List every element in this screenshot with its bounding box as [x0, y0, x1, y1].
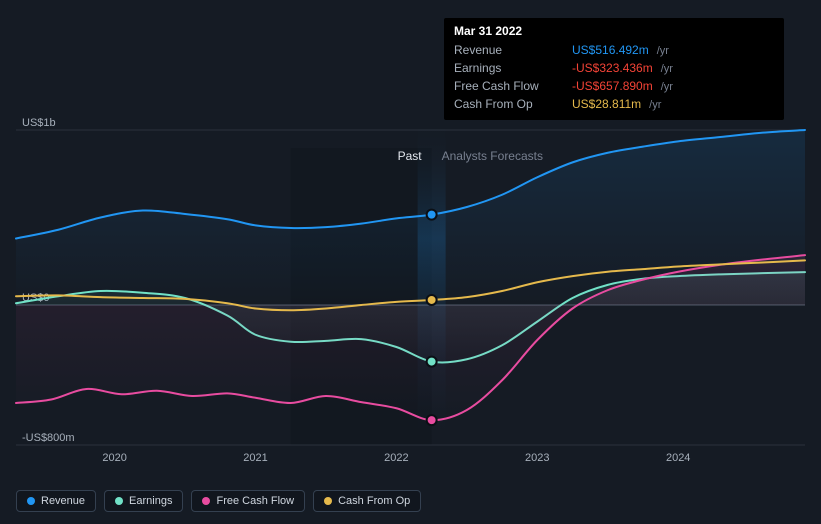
series-marker-fcf [427, 415, 437, 425]
series-marker-earnings [427, 357, 437, 367]
tooltip-unit: /yr [661, 80, 673, 96]
legend-label: Revenue [41, 495, 85, 507]
tooltip-row: Free Cash Flow -US$657.890m/yr [454, 78, 774, 96]
y-axis-label: -US$800m [22, 432, 75, 444]
legend-dot [27, 497, 35, 505]
tooltip-unit: /yr [661, 62, 673, 78]
legend-item-revenue[interactable]: Revenue [16, 490, 96, 512]
legend-item-cfo[interactable]: Cash From Op [313, 490, 421, 512]
tooltip-unit: /yr [649, 98, 661, 114]
divider-label-forecast: Analysts Forecasts [442, 149, 543, 163]
tooltip-row: Revenue US$516.492m/yr [454, 42, 774, 60]
tooltip-label: Revenue [454, 42, 564, 59]
legend-label: Free Cash Flow [216, 495, 294, 507]
tooltip-date: Mar 31 2022 [454, 24, 774, 38]
divider-label-past: Past [398, 149, 423, 163]
tooltip-row: Cash From Op US$28.811m/yr [454, 96, 774, 114]
legend-dot [115, 497, 123, 505]
x-axis-label: 2022 [384, 452, 408, 464]
tooltip-value: US$28.811m [572, 96, 641, 113]
legend-dot [202, 497, 210, 505]
x-axis-label: 2023 [525, 452, 549, 464]
legend-label: Earnings [129, 495, 172, 507]
x-axis-label: 2021 [243, 452, 267, 464]
tooltip-label: Free Cash Flow [454, 78, 564, 95]
tooltip-value: -US$323.436m [572, 60, 653, 77]
legend-item-earnings[interactable]: Earnings [104, 490, 183, 512]
tooltip-value: US$516.492m [572, 42, 649, 59]
chart-legend: Revenue Earnings Free Cash Flow Cash From O… [16, 490, 421, 512]
tooltip-row: Earnings -US$323.436m/yr [454, 60, 774, 78]
chart-tooltip: Mar 31 2022 RevenueUS$516.492m/yrEarning… [444, 18, 784, 120]
x-axis-label: 2024 [666, 452, 690, 464]
legend-label: Cash From Op [338, 495, 410, 507]
tooltip-value: -US$657.890m [572, 78, 653, 95]
series-marker-cfo [427, 295, 437, 305]
legend-item-fcf[interactable]: Free Cash Flow [191, 490, 305, 512]
x-axis-label: 2020 [102, 452, 126, 464]
y-axis-label: US$1b [22, 117, 56, 129]
tooltip-label: Cash From Op [454, 96, 564, 113]
series-marker-revenue [427, 210, 437, 220]
tooltip-unit: /yr [657, 44, 669, 60]
tooltip-label: Earnings [454, 60, 564, 77]
legend-dot [324, 497, 332, 505]
